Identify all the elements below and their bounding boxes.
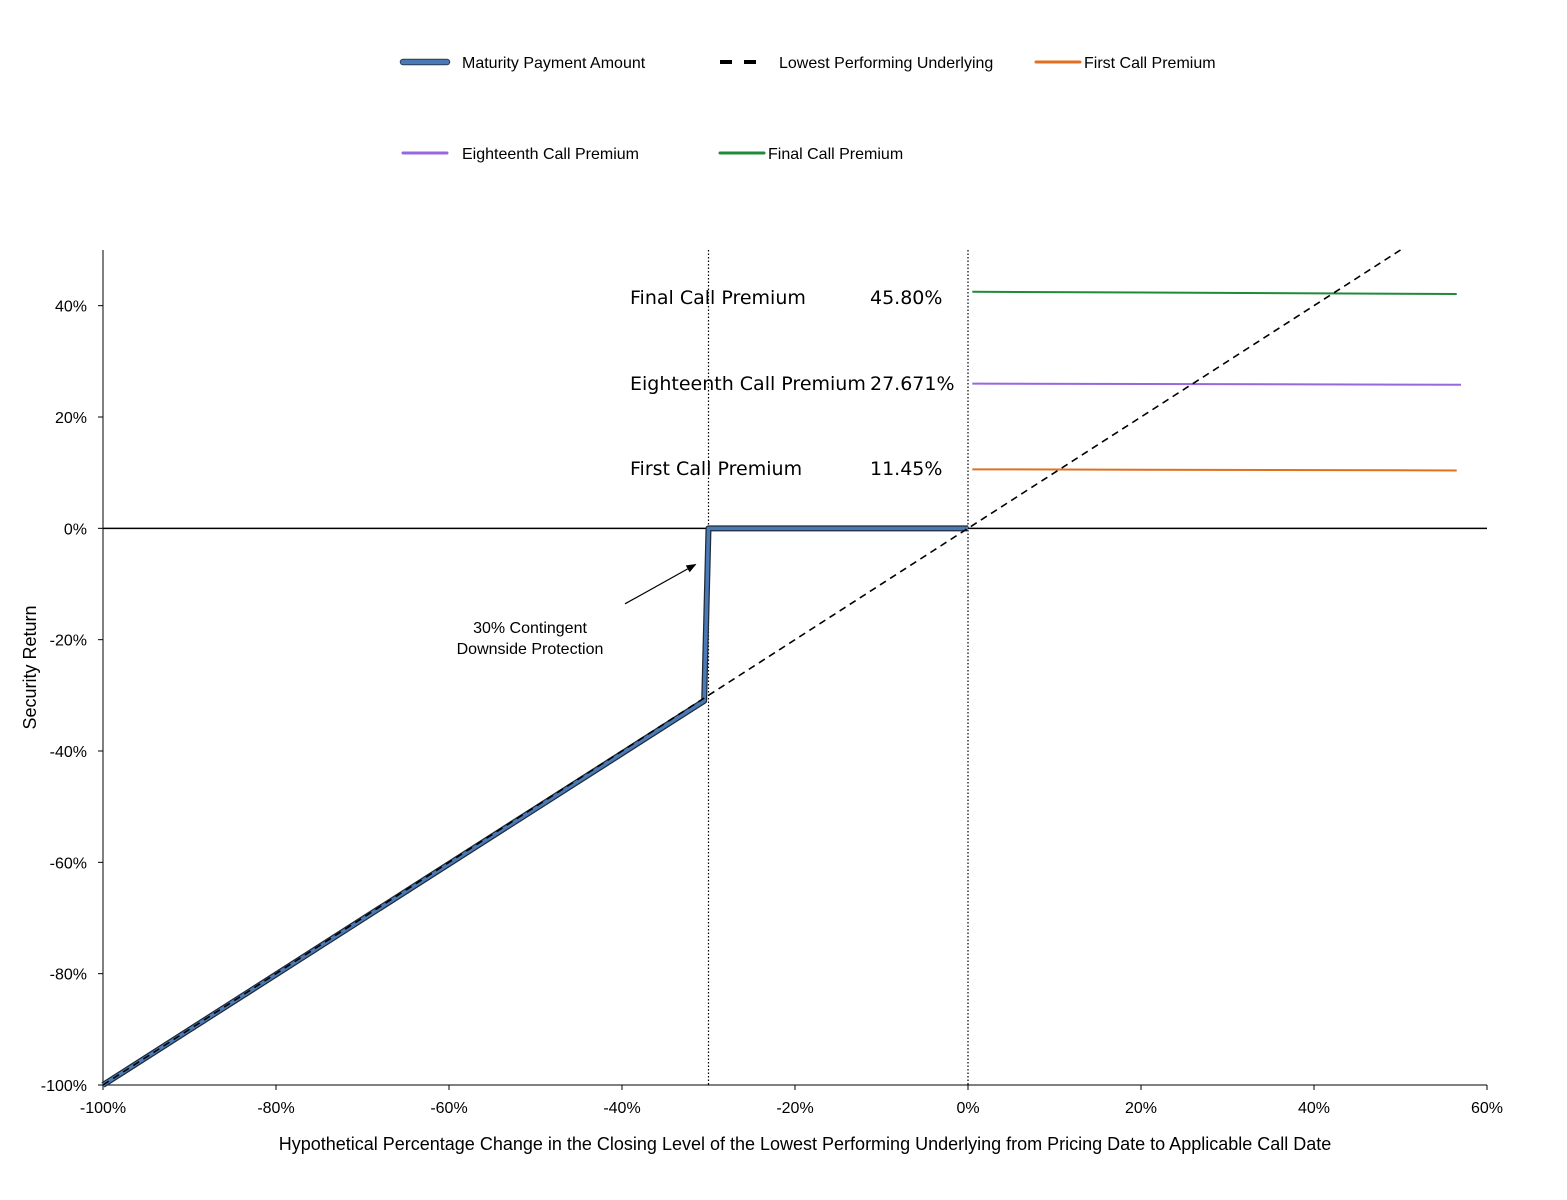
premium-label: Final Call Premium — [630, 287, 806, 309]
x-tick-label: -100% — [80, 1100, 126, 1117]
legend: Maturity Payment Amount Lowest Performing… — [399, 55, 1216, 163]
series-final-call-premium — [972, 290, 1457, 295]
legend-item-maturity-payment-amount: Maturity Payment Amount — [399, 55, 646, 72]
annotation-text-line: 30% Contingent — [473, 620, 587, 637]
premium-label: First Call Premium — [630, 458, 802, 480]
legend-label: Eighteenth Call Premium — [462, 146, 639, 163]
premium-final-call-premium: Final Call Premium 45.80% — [630, 287, 942, 309]
legend-label: Maturity Payment Amount — [462, 55, 646, 72]
legend-item-first-call-premium: First Call Premium — [1034, 55, 1216, 72]
x-tick-label: -40% — [603, 1100, 640, 1117]
legend-item-eighteenth-call-premium: Eighteenth Call Premium — [401, 146, 639, 163]
legend-label: First Call Premium — [1084, 55, 1216, 72]
annotation: 30% Contingent Downside Protection — [457, 563, 697, 658]
x-tick-label: 20% — [1125, 1100, 1157, 1117]
y-tick-label: 40% — [55, 299, 87, 316]
premium-eighteenth-call-premium: Eighteenth Call Premium 27.671% — [630, 373, 955, 395]
series-maturity-payment-amount — [102, 526, 968, 1087]
premium-label: Eighteenth Call Premium — [630, 373, 866, 395]
legend-item-final-call-premium: Final Call Premium — [718, 146, 903, 163]
legend-item-lowest-performing-underlying: Lowest Performing Underlying — [720, 55, 993, 72]
y-tick-label: -80% — [50, 967, 87, 984]
premium-labels: Final Call Premium 45.80% Eighteenth Call … — [630, 287, 955, 480]
premium-first-call-premium: First Call Premium 11.45% — [630, 458, 942, 480]
series-layer — [101, 249, 1462, 1088]
legend-label: Lowest Performing Underlying — [779, 55, 993, 72]
annotation-text-line: Downside Protection — [457, 641, 604, 658]
series-eighteenth-call-premium — [972, 382, 1462, 386]
x-tick-label: 60% — [1471, 1100, 1503, 1117]
x-axis-title: Hypothetical Percentage Change in the Cl… — [279, 1134, 1332, 1154]
premium-value: 11.45% — [870, 458, 942, 480]
x-tick-label: 0% — [956, 1100, 979, 1117]
y-tick-label: 20% — [55, 410, 87, 427]
x-tick-label: -60% — [430, 1100, 467, 1117]
y-tick-label: -60% — [50, 855, 87, 872]
series-first-call-premium — [972, 468, 1457, 472]
x-tick-label: -20% — [776, 1100, 813, 1117]
legend-label: Final Call Premium — [768, 146, 903, 163]
premium-value: 45.80% — [870, 287, 942, 309]
y-tick-label: -40% — [50, 744, 87, 761]
y-tick-label: -100% — [41, 1078, 87, 1095]
y-tick-label: -20% — [50, 633, 87, 650]
x-tick-label: -80% — [257, 1100, 294, 1117]
y-tick-label: 0% — [64, 521, 87, 538]
premium-value: 27.671% — [870, 373, 955, 395]
series-lowest-performing-underlying — [102, 249, 1401, 1086]
annotation-arrow — [624, 563, 697, 605]
x-tick-label: 40% — [1298, 1100, 1330, 1117]
y-axis-title: Security Return — [20, 605, 40, 729]
axes: -100% -80% -60% -40% -20% 0% 20% 40% -100% -80% -6… — [41, 250, 1503, 1117]
